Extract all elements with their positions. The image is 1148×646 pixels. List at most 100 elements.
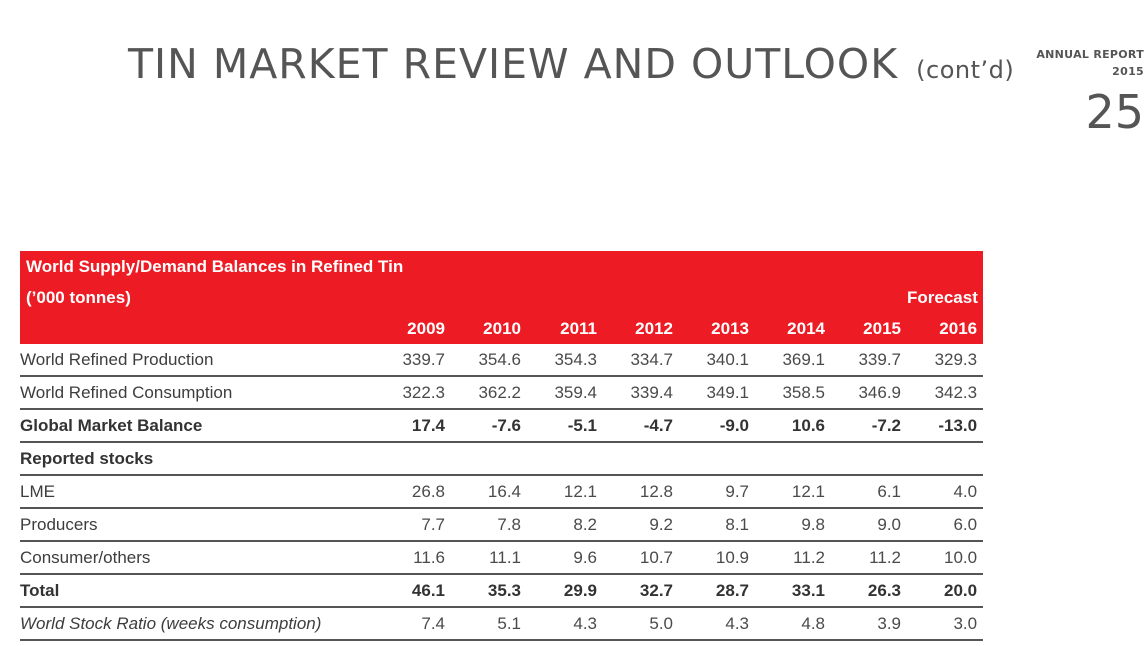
row-value: 5.0 xyxy=(603,607,679,641)
year-header: 2010 xyxy=(451,313,527,344)
row-value xyxy=(451,442,527,476)
page-title-main: TIN MARKET REVIEW AND OUTLOOK xyxy=(128,40,899,88)
forecast-label: Forecast xyxy=(907,282,984,313)
row-value: 6.1 xyxy=(831,475,907,509)
row-value: 16.4 xyxy=(451,475,527,509)
table-title-row: World Supply/Demand Balances in Refined … xyxy=(20,251,984,282)
row-value: 339.4 xyxy=(603,376,679,410)
row-value: 4.3 xyxy=(679,607,755,641)
row-value: 9.8 xyxy=(755,508,831,542)
row-value: 7.8 xyxy=(451,508,527,542)
table-row: Reported stocks xyxy=(20,442,984,476)
row-label: World Refined Consumption xyxy=(20,376,375,410)
annual-report-text: ANNUAL REPORT xyxy=(1036,48,1144,61)
row-value: -5.1 xyxy=(527,409,603,443)
row-value: -7.6 xyxy=(451,409,527,443)
row-value: 4.3 xyxy=(527,607,603,641)
row-value: 322.3 xyxy=(375,376,451,410)
row-value: 358.5 xyxy=(755,376,831,410)
row-value: 10.0 xyxy=(907,541,984,575)
table-row: Producers 7.7 7.8 8.2 9.2 8.1 9.8 9.0 6.0 xyxy=(20,508,984,542)
year-header: 2013 xyxy=(679,313,755,344)
row-value: 3.9 xyxy=(831,607,907,641)
row-value: -4.7 xyxy=(603,409,679,443)
row-value: 334.7 xyxy=(603,344,679,377)
row-value xyxy=(375,442,451,476)
row-value: 3.0 xyxy=(907,607,984,641)
row-value: 346.9 xyxy=(831,376,907,410)
row-value: 7.4 xyxy=(375,607,451,641)
annual-report-year: 2015 xyxy=(1112,65,1144,78)
row-value: 5.1 xyxy=(451,607,527,641)
table-row: World Refined Production 339.7 354.6 354.3 3… xyxy=(20,344,984,377)
table-year-row: 2009 2010 2011 2012 2013 2014 2015 2016 xyxy=(20,313,984,344)
row-value: 8.1 xyxy=(679,508,755,542)
table-unit: (’000 tonnes) xyxy=(20,282,907,313)
row-value: 12.8 xyxy=(603,475,679,509)
row-value: -7.2 xyxy=(831,409,907,443)
year-header-blank xyxy=(20,313,375,344)
row-value: 359.4 xyxy=(527,376,603,410)
row-value xyxy=(679,442,755,476)
row-label: Global Market Balance xyxy=(20,409,375,443)
row-value: 4.0 xyxy=(907,475,984,509)
row-value: 11.1 xyxy=(451,541,527,575)
row-value: 4.8 xyxy=(755,607,831,641)
year-header: 2012 xyxy=(603,313,679,344)
row-value: 33.1 xyxy=(755,574,831,608)
row-value: 9.2 xyxy=(603,508,679,542)
year-header: 2016 xyxy=(907,313,984,344)
row-value: 11.2 xyxy=(831,541,907,575)
row-label: LME xyxy=(20,475,375,509)
row-value: 362.2 xyxy=(451,376,527,410)
year-header: 2009 xyxy=(375,313,451,344)
table-row: Global Market Balance 17.4 -7.6 -5.1 -4.7 -9.… xyxy=(20,409,984,443)
table-title: World Supply/Demand Balances in Refined … xyxy=(20,251,984,282)
row-value: 35.3 xyxy=(451,574,527,608)
row-label: World Stock Ratio (weeks consumption) xyxy=(20,607,375,641)
row-value: 340.1 xyxy=(679,344,755,377)
table-row: Consumer/others 11.6 11.1 9.6 10.7 10.9 11.2 11… xyxy=(20,541,984,575)
row-value: -9.0 xyxy=(679,409,755,443)
row-value: 9.0 xyxy=(831,508,907,542)
row-value: 20.0 xyxy=(907,574,984,608)
annual-report-label: ANNUAL REPORT 2015 xyxy=(1036,46,1144,80)
row-value: 32.7 xyxy=(603,574,679,608)
row-value: 342.3 xyxy=(907,376,984,410)
row-value: 9.6 xyxy=(527,541,603,575)
page-title-suffix: (cont’d) xyxy=(916,56,1015,84)
table-body: World Supply/Demand Balances in Refined … xyxy=(20,251,984,641)
row-value: 12.1 xyxy=(527,475,603,509)
row-value: 354.6 xyxy=(451,344,527,377)
row-value: 339.7 xyxy=(375,344,451,377)
table-unit-row: (’000 tonnes) Forecast xyxy=(20,282,984,313)
row-value xyxy=(603,442,679,476)
row-value: 11.6 xyxy=(375,541,451,575)
row-value: 369.1 xyxy=(755,344,831,377)
row-value: 339.7 xyxy=(831,344,907,377)
row-label: Producers xyxy=(20,508,375,542)
year-header: 2011 xyxy=(527,313,603,344)
row-value: 10.9 xyxy=(679,541,755,575)
row-value: 12.1 xyxy=(755,475,831,509)
row-value: 26.3 xyxy=(831,574,907,608)
row-value: 46.1 xyxy=(375,574,451,608)
row-value: 9.7 xyxy=(679,475,755,509)
row-label: Total xyxy=(20,574,375,608)
page-number: 25 xyxy=(1085,85,1144,139)
table-row: World Refined Consumption 322.3 362.2 359.4… xyxy=(20,376,984,410)
page-title: TIN MARKET REVIEW AND OUTLOOK (cont’d) xyxy=(128,40,1014,88)
supply-demand-table: World Supply/Demand Balances in Refined … xyxy=(20,251,984,641)
row-value: 349.1 xyxy=(679,376,755,410)
row-value: 354.3 xyxy=(527,344,603,377)
row-value xyxy=(907,442,984,476)
row-value: 28.7 xyxy=(679,574,755,608)
row-value: 17.4 xyxy=(375,409,451,443)
row-value: 10.6 xyxy=(755,409,831,443)
year-header: 2014 xyxy=(755,313,831,344)
row-value: 6.0 xyxy=(907,508,984,542)
table-row: LME 26.8 16.4 12.1 12.8 9.7 12.1 6.1 4.0 xyxy=(20,475,984,509)
row-value: 10.7 xyxy=(603,541,679,575)
row-value: -13.0 xyxy=(907,409,984,443)
row-value: 7.7 xyxy=(375,508,451,542)
